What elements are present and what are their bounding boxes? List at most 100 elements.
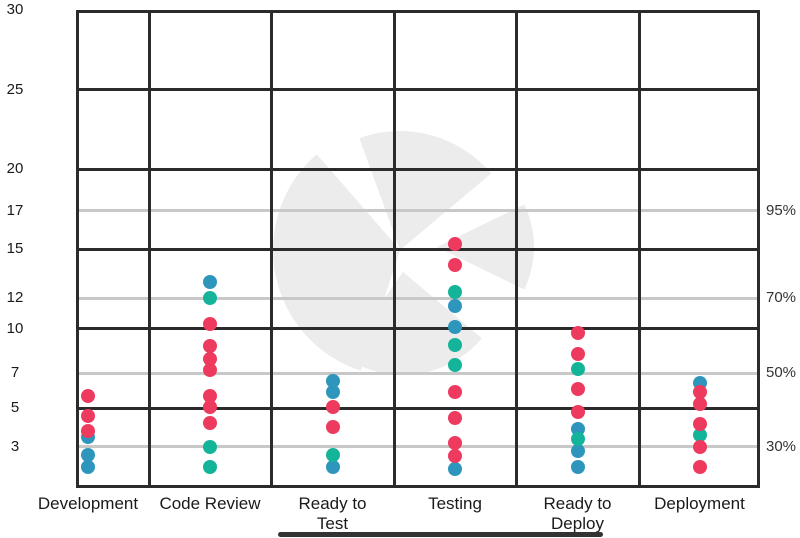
- percentile-value-label-7: 7: [10, 364, 20, 382]
- gridline-y-5: [76, 406, 760, 410]
- data-point[interactable]: [448, 449, 462, 464]
- data-point[interactable]: [203, 275, 217, 290]
- category-label-line: Deployment: [654, 494, 745, 513]
- category-label-deployment: Deployment: [635, 494, 765, 514]
- plot-area: [76, 10, 760, 488]
- gridline-y-10: [76, 327, 760, 331]
- data-point[interactable]: [203, 388, 217, 403]
- data-point[interactable]: [570, 431, 585, 446]
- data-point[interactable]: [203, 339, 217, 354]
- category-label-line: Ready to: [543, 494, 612, 513]
- y-tick-label-10: 10: [6, 319, 24, 337]
- data-point[interactable]: [325, 385, 340, 400]
- category-label-ready-to-deploy: Ready to Deploy: [513, 494, 643, 534]
- column-separator-4: [515, 10, 518, 488]
- data-point[interactable]: [203, 415, 217, 430]
- data-point[interactable]: [448, 320, 462, 335]
- data-point[interactable]: [325, 420, 340, 435]
- percentile-value-label-17: 17: [6, 201, 24, 219]
- data-point[interactable]: [203, 363, 217, 378]
- gridline-y-20: [76, 167, 760, 171]
- data-point[interactable]: [325, 447, 340, 462]
- category-label-line: Testing: [428, 494, 482, 513]
- data-point[interactable]: [448, 285, 462, 300]
- data-point[interactable]: [692, 428, 707, 443]
- data-point[interactable]: [692, 396, 707, 411]
- percentile-line-70: [76, 296, 760, 300]
- data-point[interactable]: [81, 388, 95, 403]
- data-point[interactable]: [325, 374, 340, 389]
- data-point[interactable]: [203, 460, 217, 475]
- percentile-line-50: [76, 371, 760, 375]
- percentile-value-label-3: 3: [10, 437, 20, 455]
- data-point[interactable]: [448, 299, 462, 314]
- data-point[interactable]: [570, 361, 585, 376]
- category-label-line: Deploy: [551, 514, 604, 533]
- plot-border-left: [76, 10, 79, 488]
- data-point[interactable]: [203, 439, 217, 454]
- data-point[interactable]: [570, 444, 585, 459]
- category-label-development: Development: [23, 494, 153, 514]
- data-point[interactable]: [325, 399, 340, 414]
- percentile-percent-label-70: 70%: [766, 289, 797, 307]
- data-point[interactable]: [570, 404, 585, 419]
- percentile-line-95: [76, 209, 760, 213]
- y-tick-label-25: 25: [6, 80, 24, 98]
- column-separator-1: [147, 10, 151, 488]
- data-point[interactable]: [448, 436, 462, 451]
- data-point[interactable]: [81, 423, 95, 438]
- data-point[interactable]: [570, 347, 585, 362]
- data-point[interactable]: [203, 399, 217, 414]
- watermark-sector-3: [437, 204, 535, 290]
- bottom-scrollbar[interactable]: [278, 532, 603, 537]
- data-point[interactable]: [692, 439, 707, 454]
- column-separator-3: [392, 10, 396, 488]
- data-point[interactable]: [203, 351, 217, 366]
- data-point[interactable]: [570, 326, 585, 341]
- plot-border-top: [76, 10, 760, 13]
- data-point[interactable]: [570, 382, 585, 397]
- watermark-sector-1: [359, 131, 492, 250]
- plot-border-right: [757, 10, 760, 488]
- data-point[interactable]: [448, 358, 462, 373]
- data-point[interactable]: [448, 337, 462, 352]
- data-point[interactable]: [692, 460, 707, 475]
- percentile-percent-label-95: 95%: [766, 201, 797, 219]
- category-label-code-review: Code Review: [145, 494, 275, 514]
- percentile-value-label-12: 12: [6, 289, 24, 307]
- category-label-ready-to-test: Ready to Test: [268, 494, 398, 534]
- data-point[interactable]: [81, 447, 95, 462]
- category-label-line: Test: [316, 514, 349, 533]
- plot-border-bottom: [76, 485, 760, 488]
- category-label-line: Code Review: [159, 494, 261, 513]
- data-point[interactable]: [81, 409, 95, 424]
- watermark-sector-2: [273, 154, 400, 371]
- data-point[interactable]: [570, 460, 585, 475]
- gridline-y-25: [76, 88, 760, 92]
- y-tick-label-15: 15: [6, 240, 24, 257]
- percentile-line-30: [76, 445, 760, 449]
- data-point[interactable]: [325, 460, 340, 475]
- data-point[interactable]: [448, 461, 462, 476]
- data-point[interactable]: [81, 460, 95, 475]
- data-point[interactable]: [448, 410, 462, 425]
- data-point[interactable]: [692, 417, 707, 432]
- category-label-line: Development: [37, 494, 139, 513]
- column-separator-5: [637, 10, 641, 488]
- data-point[interactable]: [448, 257, 462, 272]
- gridline-y-15: [76, 247, 760, 251]
- data-point[interactable]: [448, 385, 462, 400]
- percentile-percent-label-30: 30%: [766, 437, 797, 455]
- category-label-testing: Testing: [390, 494, 520, 514]
- data-point[interactable]: [203, 316, 217, 331]
- data-point[interactable]: [692, 385, 707, 400]
- data-point[interactable]: [203, 291, 217, 306]
- watermark-sector-4: [343, 272, 482, 376]
- category-label-line: Ready to: [298, 494, 367, 513]
- percentile-percent-label-50: 50%: [766, 364, 797, 382]
- column-separator-2: [270, 10, 273, 488]
- y-tick-label-5: 5: [10, 399, 20, 417]
- data-point[interactable]: [448, 237, 462, 252]
